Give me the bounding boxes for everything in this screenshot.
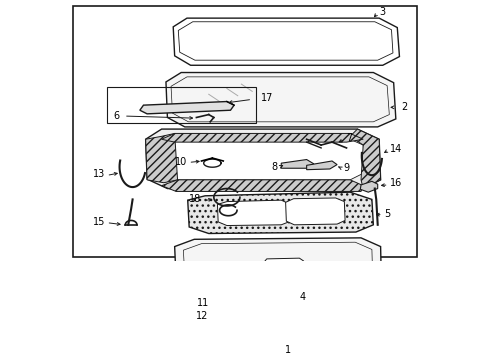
Polygon shape (160, 138, 365, 180)
Polygon shape (281, 159, 314, 168)
Text: 3: 3 (379, 7, 385, 17)
Polygon shape (263, 258, 304, 266)
Polygon shape (178, 22, 393, 60)
Polygon shape (162, 180, 363, 192)
Polygon shape (166, 72, 396, 127)
Polygon shape (360, 181, 378, 192)
Text: 2: 2 (401, 102, 407, 112)
Polygon shape (162, 134, 363, 142)
Text: 7: 7 (346, 133, 353, 143)
Polygon shape (140, 102, 234, 114)
Polygon shape (350, 129, 381, 189)
Text: 16: 16 (390, 179, 402, 189)
Polygon shape (174, 238, 381, 288)
Text: 11: 11 (196, 298, 209, 308)
Text: 18: 18 (189, 194, 201, 204)
Polygon shape (218, 200, 291, 225)
Polygon shape (146, 129, 381, 189)
Text: 15: 15 (93, 217, 105, 227)
Text: 1: 1 (286, 345, 292, 355)
Text: 13: 13 (93, 169, 105, 179)
Text: 5: 5 (384, 209, 391, 219)
Polygon shape (173, 18, 399, 65)
Text: 12: 12 (196, 311, 209, 321)
Polygon shape (180, 290, 392, 344)
Text: 9: 9 (343, 163, 349, 173)
Text: 6: 6 (113, 111, 120, 121)
Polygon shape (307, 161, 337, 170)
Text: 4: 4 (300, 292, 306, 302)
Text: 8: 8 (271, 162, 278, 172)
Polygon shape (188, 192, 373, 234)
Polygon shape (146, 134, 177, 183)
Polygon shape (231, 303, 251, 310)
Text: 17: 17 (261, 93, 273, 103)
Polygon shape (286, 198, 345, 225)
Text: 14: 14 (390, 144, 402, 154)
Text: 10: 10 (175, 157, 187, 167)
